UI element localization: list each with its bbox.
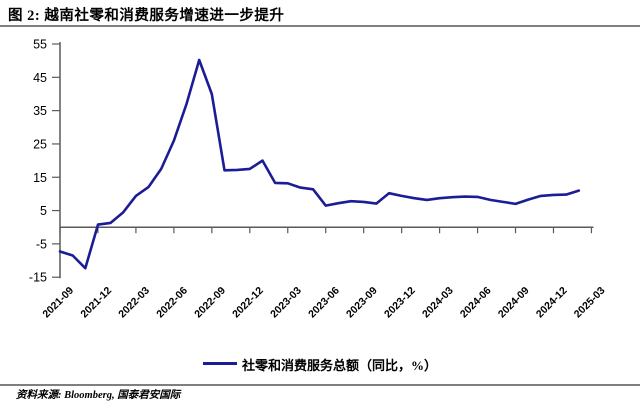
source-note: 资料来源: Bloomberg, 国泰君安国际 (16, 390, 181, 401)
x-tick-label: 2022-12 (230, 285, 266, 321)
series-line (58, 58, 581, 270)
y-tick-label: -15 (29, 271, 47, 285)
x-tick-label: 2024-03 (420, 285, 456, 321)
y-tick-label: 25 (33, 137, 47, 151)
x-tick-label: 2023-12 (382, 285, 418, 321)
title-divider (0, 25, 640, 27)
legend-line-swatch (202, 362, 237, 365)
x-tick-label: 2021-12 (78, 285, 114, 321)
x-tick-label: 2023-09 (344, 285, 380, 321)
x-tick-label: 2022-03 (116, 285, 152, 321)
footer-divider (0, 384, 640, 386)
y-tick-label: -5 (36, 237, 47, 251)
y-tick-label: 5 (40, 204, 47, 218)
x-tick-label: 2024-12 (534, 285, 570, 321)
chart-legend: 社零和消费服务总额（同比，%） (0, 355, 640, 374)
x-tick-label: 2023-06 (306, 285, 342, 321)
x-tick-label: 2024-06 (458, 285, 494, 321)
legend-label: 社零和消费服务总额（同比，%） (241, 358, 437, 373)
x-tick-label: 2023-03 (268, 285, 304, 321)
x-tick-label: 2022-09 (192, 285, 228, 321)
y-tick-label: 55 (33, 38, 47, 52)
x-tick-label: 2022-06 (154, 285, 190, 321)
y-tick-label: 45 (33, 71, 47, 85)
y-tick-label: 35 (33, 104, 47, 118)
x-tick-label: 2024-09 (496, 285, 532, 321)
figure-title: 图 2: 越南社零和消费服务增速进一步提升 (8, 8, 285, 24)
y-tick-label: 15 (33, 171, 47, 185)
x-tick-label: 2025-03 (572, 285, 608, 321)
x-tick-label: 2021-09 (40, 285, 76, 321)
